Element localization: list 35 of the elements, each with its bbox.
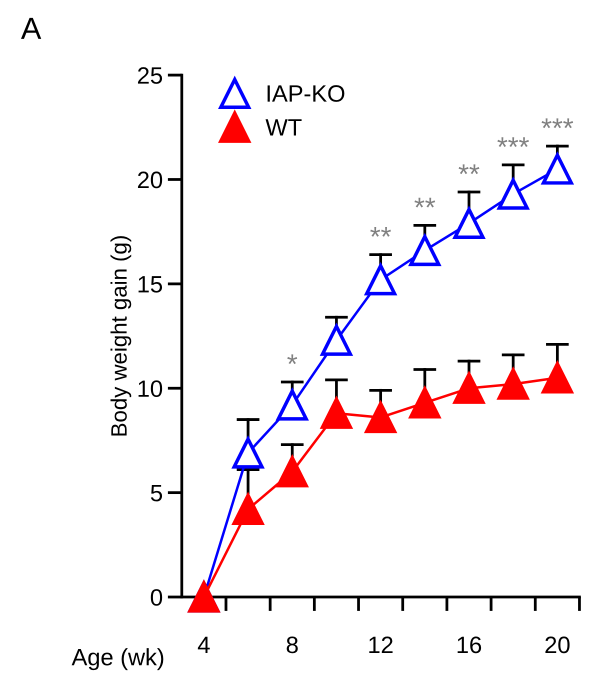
chart-title: A	[20, 18, 42, 39]
point	[276, 456, 308, 488]
annotation: **	[458, 164, 480, 174]
annotation: ***	[497, 137, 529, 147]
y-axis-title: Body weight gain (g)	[110, 236, 132, 436]
point	[498, 368, 529, 400]
y-tick-label: 15	[138, 276, 162, 293]
annotation: *	[287, 354, 298, 364]
annotation: ***	[542, 118, 574, 128]
x-tick-label: 4	[198, 636, 210, 654]
point	[498, 178, 529, 210]
point	[365, 402, 396, 434]
x-tick-label: 16	[458, 636, 482, 654]
point	[409, 387, 440, 418]
point	[542, 362, 573, 394]
x-axis-title: Age (wk)	[72, 648, 164, 670]
point	[320, 398, 352, 429]
y-tick-label: 5	[150, 484, 162, 502]
point	[232, 437, 264, 469]
point	[542, 153, 573, 185]
point	[276, 389, 308, 421]
y-tick-label: 10	[138, 380, 162, 398]
y-tick-label: 25	[138, 67, 162, 84]
y-tick-label: 0	[150, 589, 162, 606]
x-tick-label: 20	[545, 636, 570, 654]
annotation: **	[370, 226, 392, 237]
point	[453, 208, 485, 239]
point	[409, 234, 440, 266]
point	[232, 494, 264, 525]
annotation: **	[414, 198, 436, 208]
x-tick-label: 8	[286, 636, 298, 654]
legend-label: WT	[266, 119, 302, 136]
legend-label: IAP-KO	[268, 85, 344, 102]
x-tick-label: 12	[369, 636, 393, 654]
y-tick-label: 20	[138, 172, 162, 188]
